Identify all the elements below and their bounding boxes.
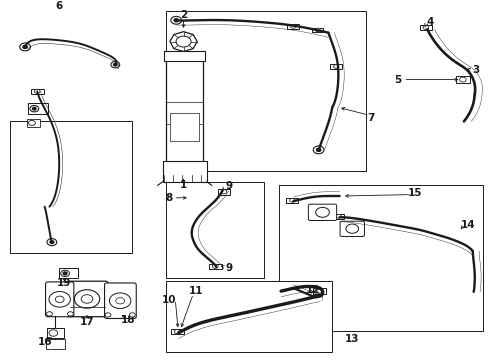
Bar: [278, 185, 483, 331]
Circle shape: [105, 313, 111, 317]
Circle shape: [316, 148, 320, 152]
Bar: [47, 328, 64, 338]
Circle shape: [23, 45, 27, 49]
Bar: [313, 288, 325, 294]
Bar: [330, 64, 341, 69]
Bar: [27, 103, 48, 114]
Text: 3: 3: [471, 65, 479, 75]
Bar: [46, 339, 64, 348]
Circle shape: [170, 16, 181, 24]
Circle shape: [46, 312, 52, 316]
Bar: [287, 24, 299, 29]
Circle shape: [333, 64, 338, 68]
Bar: [26, 119, 40, 127]
Circle shape: [111, 62, 120, 68]
Circle shape: [212, 264, 218, 268]
Text: 16: 16: [38, 337, 53, 347]
Circle shape: [290, 24, 295, 28]
Circle shape: [49, 292, 70, 307]
Circle shape: [63, 272, 67, 275]
Bar: [286, 198, 298, 203]
Text: 2: 2: [180, 10, 187, 20]
Circle shape: [315, 28, 320, 32]
Circle shape: [313, 146, 324, 154]
Bar: [455, 76, 469, 83]
Text: 7: 7: [367, 113, 374, 123]
Text: 15: 15: [407, 188, 422, 198]
Text: 5: 5: [394, 75, 401, 85]
Polygon shape: [169, 32, 197, 51]
Text: 1: 1: [180, 180, 187, 190]
Text: 19: 19: [57, 278, 71, 288]
FancyBboxPatch shape: [339, 221, 364, 237]
Bar: [166, 182, 264, 278]
Circle shape: [28, 120, 35, 125]
Bar: [166, 12, 366, 171]
Bar: [170, 113, 199, 141]
Circle shape: [74, 290, 100, 308]
Circle shape: [33, 107, 36, 110]
Text: 6: 6: [56, 1, 62, 11]
Circle shape: [30, 105, 39, 112]
Text: 11: 11: [188, 286, 203, 296]
FancyBboxPatch shape: [104, 283, 136, 319]
Circle shape: [174, 19, 178, 22]
Circle shape: [289, 198, 294, 202]
Bar: [162, 161, 206, 182]
Text: 17: 17: [80, 317, 94, 327]
Text: 13: 13: [344, 334, 358, 344]
Text: 9: 9: [225, 181, 232, 191]
Circle shape: [176, 36, 191, 47]
Bar: [208, 264, 221, 269]
Circle shape: [116, 297, 124, 304]
Bar: [59, 269, 78, 278]
Text: 18: 18: [121, 315, 136, 325]
Circle shape: [316, 289, 322, 293]
Circle shape: [345, 224, 358, 233]
Text: 14: 14: [460, 220, 474, 230]
Text: 8: 8: [165, 193, 172, 203]
Circle shape: [422, 25, 428, 30]
Bar: [163, 51, 205, 61]
Circle shape: [61, 270, 69, 276]
Circle shape: [129, 313, 135, 317]
FancyBboxPatch shape: [45, 282, 74, 317]
FancyBboxPatch shape: [66, 281, 108, 317]
Circle shape: [315, 207, 329, 217]
Text: 4: 4: [425, 17, 432, 27]
Circle shape: [109, 293, 131, 309]
Bar: [31, 89, 43, 94]
Circle shape: [67, 312, 73, 316]
Circle shape: [285, 284, 298, 294]
Circle shape: [289, 287, 294, 291]
FancyBboxPatch shape: [308, 204, 336, 221]
Circle shape: [20, 43, 30, 51]
Circle shape: [47, 239, 57, 246]
Bar: [312, 27, 323, 32]
Circle shape: [221, 190, 226, 194]
Circle shape: [81, 295, 93, 303]
Circle shape: [34, 89, 40, 93]
Circle shape: [50, 241, 54, 244]
Bar: [332, 214, 344, 219]
Circle shape: [55, 296, 64, 302]
Circle shape: [174, 329, 180, 334]
Text: 12: 12: [305, 285, 319, 295]
Text: 10: 10: [162, 295, 176, 305]
Circle shape: [113, 63, 117, 66]
Circle shape: [49, 330, 58, 336]
Bar: [419, 24, 431, 30]
Bar: [166, 52, 203, 162]
Bar: [166, 281, 331, 352]
Circle shape: [335, 214, 341, 218]
Bar: [170, 329, 183, 334]
Bar: [217, 189, 230, 194]
Text: 9: 9: [225, 263, 232, 273]
Circle shape: [459, 77, 465, 82]
Bar: [10, 121, 132, 253]
